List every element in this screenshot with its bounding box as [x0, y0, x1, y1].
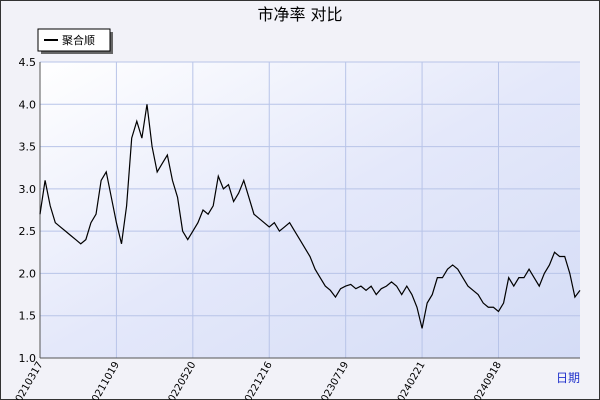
- y-tick-label: 1.0: [19, 352, 37, 365]
- y-tick-label: 4.5: [19, 56, 37, 69]
- y-tick-label: 1.5: [19, 310, 37, 323]
- series-line: [39, 104, 581, 329]
- y-tick-label: 3.0: [19, 183, 37, 196]
- x-axis-label: 日期: [556, 371, 580, 385]
- y-tick-label: 3.5: [19, 141, 37, 154]
- y-tick-label: 2.5: [19, 225, 37, 238]
- legend-label: 聚合顺: [62, 33, 95, 47]
- legend: 聚合顺: [37, 28, 113, 54]
- chart-title: 市净率 对比: [257, 5, 342, 24]
- y-tick-label: 4.0: [19, 98, 37, 111]
- y-tick-label: 2.0: [19, 267, 37, 280]
- plot-area: [40, 62, 580, 358]
